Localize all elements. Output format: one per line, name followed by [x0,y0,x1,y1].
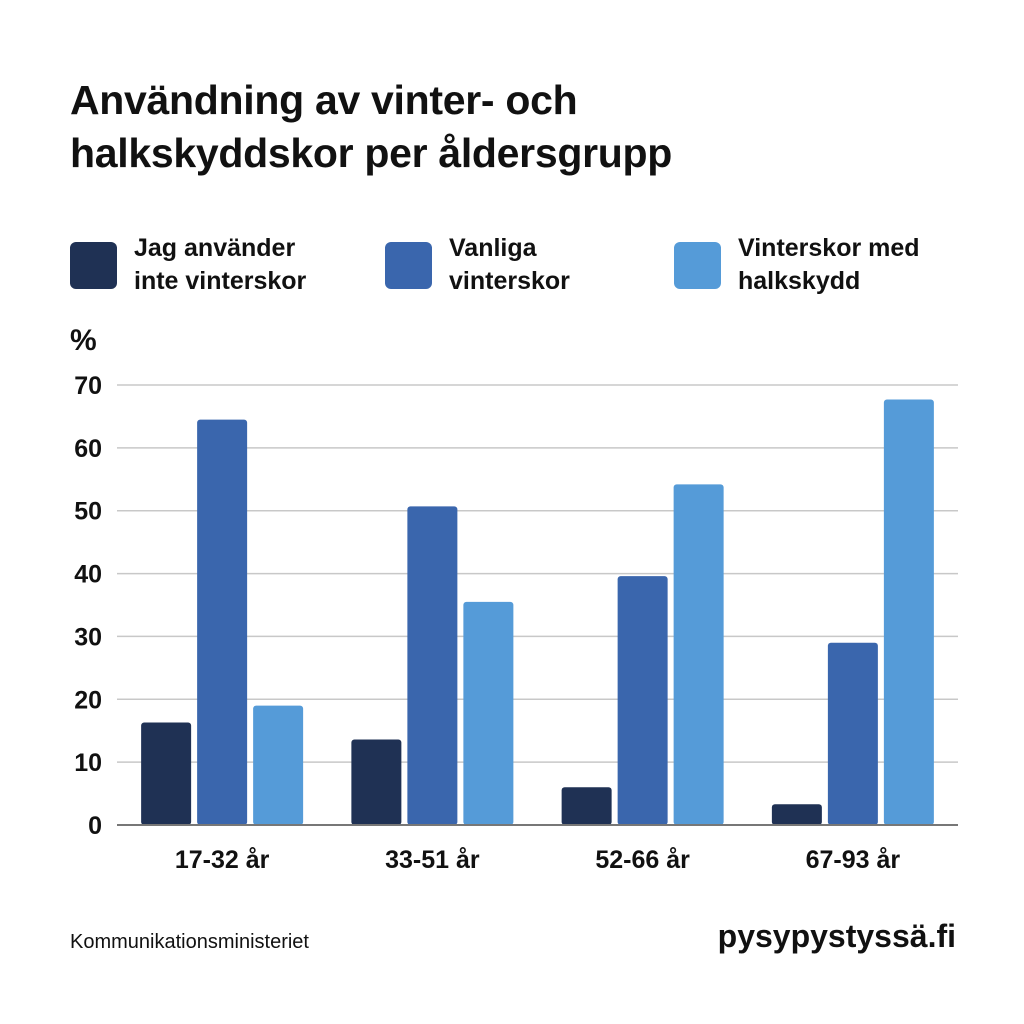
legend-label-anti-slip-winter-shoes: Vinterskor med halkskydd [738,232,920,298]
y-axis-label: % [70,324,97,357]
source-label: Kommunikationsministeriet [70,931,309,953]
bar [673,484,724,825]
x-axis-ticks: 17-32 år 33-51 år 52-66 år 67-93 år [175,846,901,874]
legend-label-line: Vinterskor med [738,234,920,262]
y-tick-label: 70 [74,372,102,400]
y-axis-ticks: 0 10 20 30 40 50 60 70 [74,372,102,840]
legend-item-regular-winter-shoes: Vanliga vinterskor [385,232,570,298]
y-tick-label: 20 [74,686,102,714]
y-tick-label: 40 [74,561,102,589]
bar [617,576,668,825]
chart-title: Användning av vinter- och halkskyddskor … [70,74,970,180]
bar [827,642,878,825]
y-tick-label: 10 [74,749,102,777]
legend-label-line: Vanliga [449,234,537,262]
legend-label-line: halkskydd [738,267,861,295]
x-tick-label: 67-93 år [806,846,901,874]
bars [141,399,934,825]
chart-title-line-1: Användning av vinter- och [70,77,578,123]
x-tick-label: 52-66 år [595,846,690,874]
legend-label-no-winter-shoes: Jag använder inte vinterskor [134,232,306,298]
y-tick-label: 30 [74,623,102,651]
x-tick-label: 33-51 år [385,846,480,874]
legend-swatch-regular-winter-shoes [385,242,432,289]
chart-title-line-2: halkskyddskor per åldersgrupp [70,130,672,176]
legend-label-regular-winter-shoes: Vanliga vinterskor [449,232,570,298]
bar [351,739,402,825]
bar [463,601,514,825]
legend-item-no-winter-shoes: Jag använder inte vinterskor [70,232,306,298]
legend-swatch-no-winter-shoes [70,242,117,289]
legend-label-line: Jag använder [134,234,296,262]
bar [197,419,248,825]
y-tick-label: 60 [74,435,102,463]
legend-label-line: vinterskor [449,267,570,295]
bar [561,787,612,825]
bar [407,506,458,825]
legend-item-anti-slip-winter-shoes: Vinterskor med halkskydd [674,232,920,298]
legend-swatch-anti-slip-winter-shoes [674,242,721,289]
gridlines [117,384,958,763]
legend-label-line: inte vinterskor [134,267,307,295]
bar [253,705,304,825]
legend: Jag använder inte vinterskor Vanliga vin… [70,232,970,302]
bar [771,804,822,825]
y-tick-label: 50 [74,498,102,526]
site-logo-text: pysypystyssä.fi [717,918,956,954]
y-tick-label: 0 [88,812,102,840]
x-tick-label: 17-32 år [175,846,270,874]
bar [141,722,192,825]
bar [883,399,934,825]
